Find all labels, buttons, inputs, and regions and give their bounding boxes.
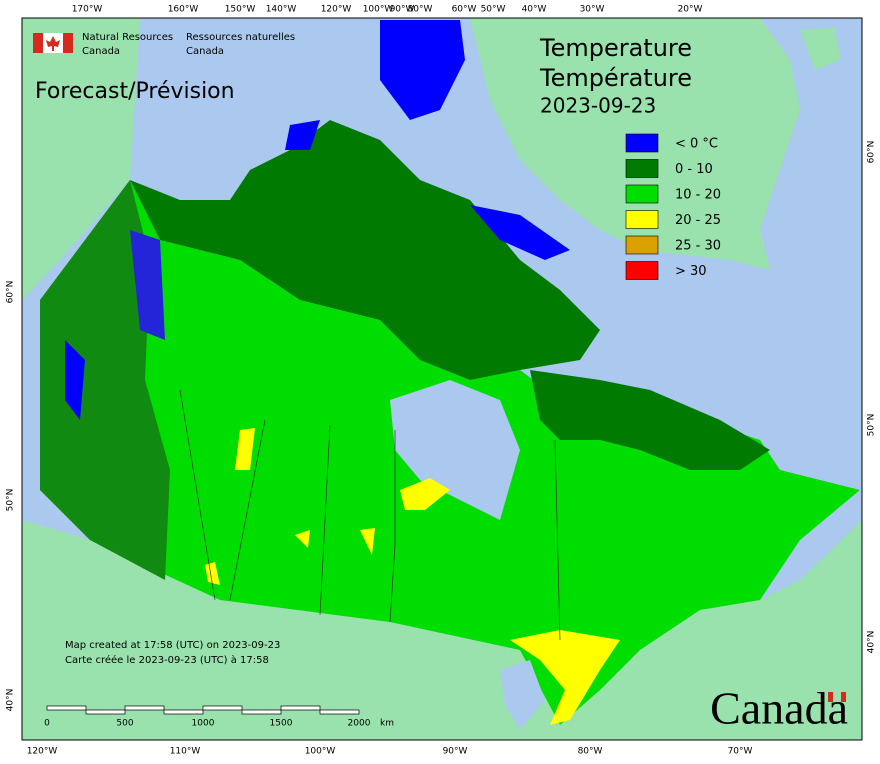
scale-label: 1000 xyxy=(192,719,215,729)
legend-swatch xyxy=(625,159,659,178)
warm-patch xyxy=(510,630,620,725)
longitude-label: 30°W xyxy=(580,5,605,15)
date: 2023-09-23 xyxy=(540,94,656,118)
alaska xyxy=(22,18,140,300)
legend-swatch xyxy=(625,261,659,280)
agency-fr: Ressources naturelles xyxy=(186,32,295,43)
scale-segment xyxy=(241,709,282,715)
scale-segment xyxy=(124,705,165,711)
cold-area xyxy=(130,230,165,340)
longitude-label: 70°W xyxy=(728,747,753,757)
legend-swatch xyxy=(625,184,659,204)
agency-en: Natural Resources xyxy=(82,32,173,43)
wordmark: Canada xyxy=(710,683,848,734)
legend-swatch xyxy=(625,133,659,153)
scale-segment xyxy=(163,709,204,715)
title-en: Temperature xyxy=(539,34,692,62)
longitude-label: 110°W xyxy=(170,747,201,757)
legend-swatch xyxy=(625,210,659,229)
scale-label: 2000 xyxy=(348,719,371,729)
hudson-bay xyxy=(390,380,520,520)
longitude-label: 40°W xyxy=(522,5,547,15)
latitude-label: 50°N xyxy=(6,489,16,512)
scale-segment xyxy=(319,709,360,715)
longitude-label: 140°W xyxy=(266,5,297,15)
warm-patch xyxy=(235,428,255,470)
cold-ellesmere xyxy=(380,20,465,120)
flag xyxy=(33,33,43,53)
legend-label: 0 - 10 xyxy=(675,162,713,177)
latitude-label: 60°N xyxy=(6,281,16,304)
scale-segment xyxy=(202,705,243,711)
longitude-label: 90°W xyxy=(390,5,415,15)
longitude-label: 20°W xyxy=(678,5,703,15)
scale-segment xyxy=(280,705,321,711)
legend-label: 10 - 20 xyxy=(675,188,721,203)
legend-swatch xyxy=(625,235,659,255)
wordmark-flag xyxy=(841,692,846,702)
cold-area xyxy=(285,120,320,150)
note: Map created at 17:58 (UTC) on 2023-09-23 xyxy=(65,640,280,651)
cold-area xyxy=(65,340,85,420)
longitude-label: 90°W xyxy=(443,747,468,757)
great-lakes xyxy=(500,660,545,730)
border xyxy=(179,389,561,641)
latitude-label: 40°N xyxy=(6,689,16,712)
flag xyxy=(63,33,73,53)
agency-fr: Canada xyxy=(186,46,224,57)
longitude-label: 80°W xyxy=(578,747,603,757)
scale-label: 500 xyxy=(116,719,133,729)
legend-label: > 30 xyxy=(675,264,707,279)
latitude-label: 50°N xyxy=(867,414,877,437)
legend-label: 20 - 25 xyxy=(675,213,721,228)
longitude-label: 80°W xyxy=(408,5,433,15)
longitude-label: 150°W xyxy=(225,5,256,15)
title-fr: Température xyxy=(539,64,692,92)
forecast-label: Forecast/Prévision xyxy=(35,79,235,104)
scale-label: 1500 xyxy=(270,719,293,729)
scale-segment xyxy=(85,709,126,715)
longitude-label: 160°W xyxy=(168,5,199,15)
land xyxy=(800,28,840,70)
maple-leaf xyxy=(46,36,60,51)
longitude-label: 100°W xyxy=(305,747,336,757)
scale-label: 0 xyxy=(44,719,50,729)
scale-segment xyxy=(46,705,87,711)
scale-unit: km xyxy=(380,719,394,729)
longitude-label: 60°W xyxy=(452,5,477,15)
latitude-label: 60°N xyxy=(867,141,877,164)
wordmark-flag xyxy=(828,692,833,702)
longitude-label: 120°W xyxy=(27,747,58,757)
longitude-label: 120°W xyxy=(321,5,352,15)
longitude-label: 100°W xyxy=(363,5,394,15)
arctic-zone xyxy=(130,120,600,380)
usa xyxy=(22,520,862,740)
note: Carte créée le 2023-09-23 (UTC) à 17:58 xyxy=(65,654,269,666)
warm-patch xyxy=(400,478,450,510)
frame xyxy=(21,17,863,741)
legend-label: 25 - 30 xyxy=(675,239,721,254)
labrador-zone xyxy=(530,370,770,470)
agency-en: Canada xyxy=(82,46,120,57)
latitude-label: 40°N xyxy=(867,631,877,654)
longitude-label: 50°W xyxy=(481,5,506,15)
cold-baffin xyxy=(470,205,570,260)
longitude-label: 170°W xyxy=(72,5,103,15)
legend-label: < 0 °C xyxy=(675,137,718,152)
